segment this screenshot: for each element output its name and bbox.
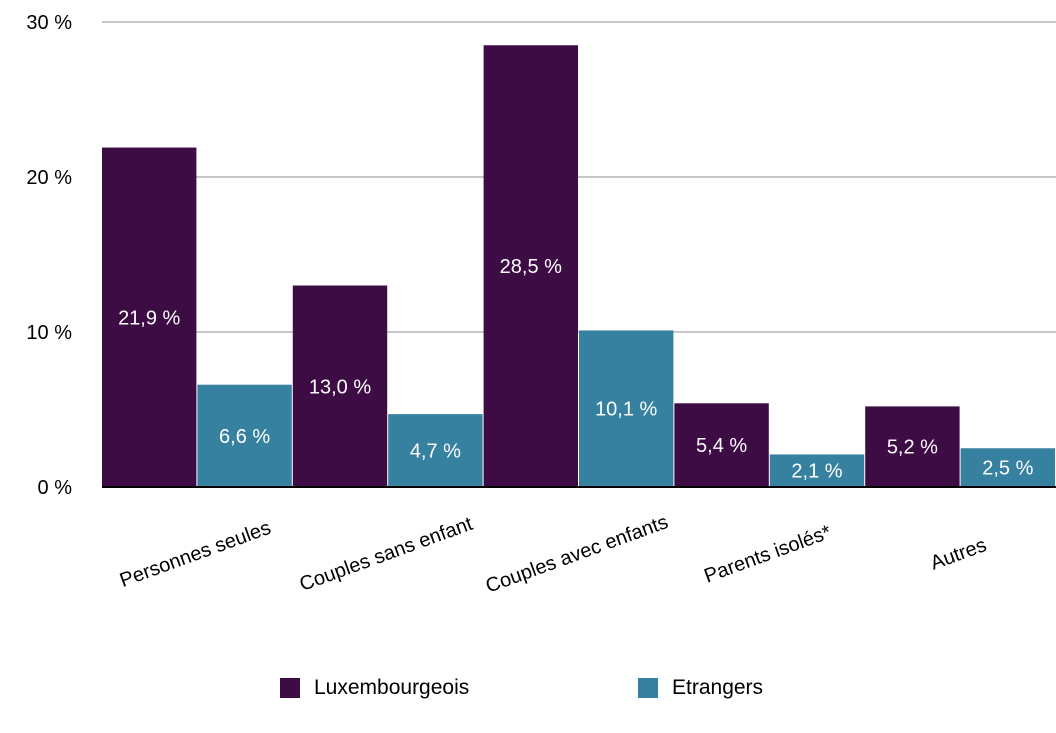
legend: Luxembourgeois Etrangers — [0, 676, 1056, 716]
bar-value-label: 21,9 % — [118, 307, 180, 329]
bar-value-label: 10,1 % — [595, 399, 657, 421]
y-tick-label: 20 % — [26, 167, 72, 189]
bar-etrangers-1 — [388, 414, 483, 487]
bar-luxembourgeois-2 — [483, 45, 578, 487]
bar-etrangers-4 — [960, 448, 1055, 487]
legend-item-etrangers: Etrangers — [638, 676, 763, 700]
legend-label: Etrangers — [672, 676, 764, 699]
bar-chart: 0 % 10 % 20 % 30 % 21,9 % 13,0 % 28,5 % 5,4 % 5… — [26, 12, 1056, 598]
bar-luxembourgeois-1 — [292, 285, 388, 487]
bar-etrangers-0 — [197, 384, 292, 487]
bar-value-label: 5,4 % — [696, 435, 747, 457]
category-label: Couples avec enfants — [483, 511, 671, 597]
bar-luxembourgeois-3 — [674, 403, 769, 487]
bar-value-label: 5,2 % — [887, 437, 938, 459]
bar-value-label: 13,0 % — [309, 376, 371, 398]
legend-swatch-luxembourgeois — [280, 678, 300, 698]
category-label: Parents isolés* — [701, 521, 834, 587]
bar-value-labels: 21,9 % 13,0 % 28,5 % 5,4 % 5,2 % 6,6 % 4,7 % 10… — [118, 256, 1034, 483]
bar-value-label: 4,7 % — [410, 441, 461, 463]
gridlines — [102, 21, 1056, 333]
bar-etrangers-2 — [579, 330, 674, 487]
legend-item-luxembourgeois: Luxembourgeois — [280, 676, 469, 700]
category-label: Autres — [928, 534, 990, 574]
legend-swatch-etrangers — [638, 678, 658, 698]
y-tick-label: 30 % — [26, 12, 72, 34]
category-labels: Personnes seules Couples sans enfant Coupl… — [117, 511, 990, 597]
bar-value-label: 2,1 % — [791, 461, 842, 483]
category-label: Personnes seules — [117, 517, 274, 592]
bars — [102, 45, 1055, 488]
category-label: Couples sans enfant — [297, 513, 476, 596]
bar-value-label: 6,6 % — [219, 426, 270, 448]
y-axis-tick-labels: 0 % 10 % 20 % 30 % — [26, 12, 72, 499]
bar-value-label: 28,5 % — [500, 256, 562, 278]
y-tick-label: 0 % — [38, 477, 73, 499]
bar-luxembourgeois-0 — [102, 147, 197, 488]
bar-luxembourgeois-4 — [865, 406, 960, 487]
y-tick-label: 10 % — [26, 322, 72, 344]
bar-value-label: 2,5 % — [982, 458, 1033, 480]
legend-label: Luxembourgeois — [314, 676, 470, 699]
bar-etrangers-3 — [769, 454, 865, 487]
